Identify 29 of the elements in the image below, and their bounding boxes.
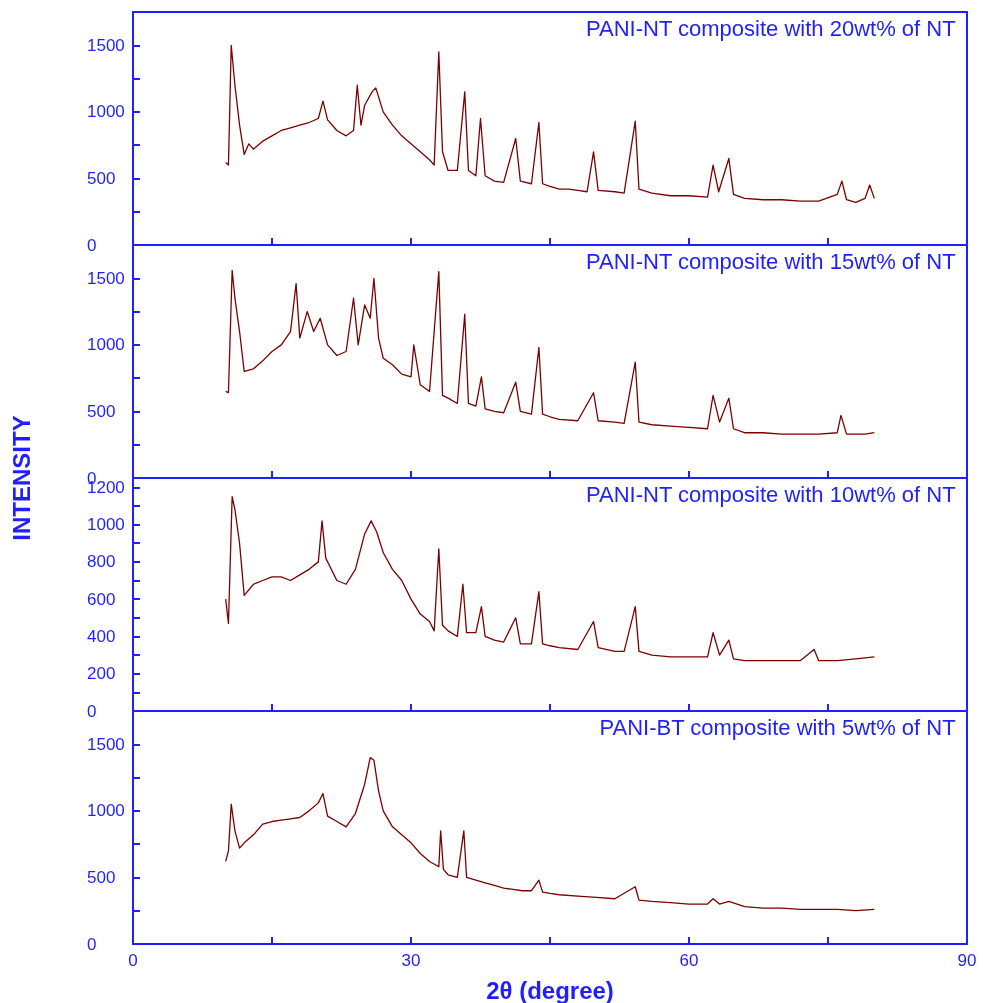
y-tick-label: 400 xyxy=(87,626,116,646)
chart-title: PANI-NT composite with 15wt% of NT xyxy=(585,248,956,274)
y-tick-label: 1000 xyxy=(87,801,125,821)
x-tick-label: 0 xyxy=(128,951,138,970)
y-tick-label: 200 xyxy=(87,664,116,684)
y-tick-label: 0 xyxy=(87,934,97,954)
chart-title: PANI-BT composite with 5wt% of NT xyxy=(599,714,956,740)
y-tick-label: 500 xyxy=(87,168,116,188)
y-axis-title: INTENSITY xyxy=(8,415,36,541)
y-tick-label: 0 xyxy=(87,235,97,255)
x-tick-label: 30 xyxy=(401,951,421,970)
y-tick-label: 500 xyxy=(87,867,116,887)
y-tick-label: 800 xyxy=(87,552,116,572)
chart-title: PANI-NT composite with 20wt% of NT xyxy=(585,15,956,41)
y-tick-label: 0 xyxy=(87,701,97,721)
y-tick-label: 1500 xyxy=(87,35,125,55)
line-series xyxy=(225,44,875,204)
y-tick-label: 500 xyxy=(87,401,116,421)
y-tick-label: 1000 xyxy=(87,335,125,355)
y-tick-label: 1500 xyxy=(87,268,125,288)
line-series xyxy=(225,756,875,912)
y-tick-label: 1000 xyxy=(87,102,125,122)
x-tick-label: 60 xyxy=(679,951,699,970)
x-tick-label: 90 xyxy=(957,951,977,970)
y-tick-label: 1000 xyxy=(87,515,125,535)
chart-title: PANI-NT composite with 10wt% of NT xyxy=(585,481,956,507)
x-axis-title: 2θ (degree) xyxy=(486,976,614,1003)
y-tick-label: 600 xyxy=(87,589,116,609)
y-tick-label: 1500 xyxy=(87,734,125,754)
